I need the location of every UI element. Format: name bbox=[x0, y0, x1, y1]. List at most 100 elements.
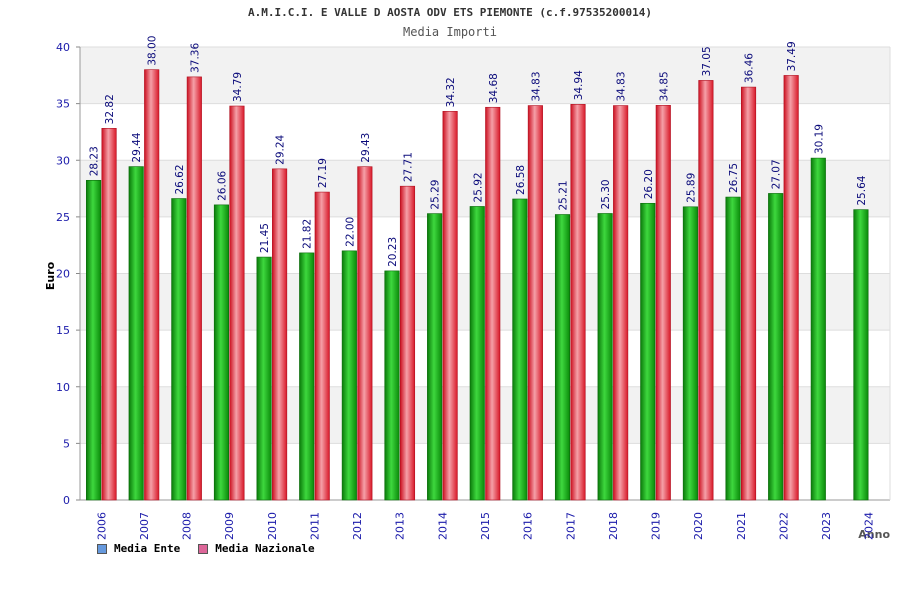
x-tick-label: 2014 bbox=[436, 512, 449, 540]
bar-media-ente bbox=[554, 214, 571, 501]
label-media-ente: 26.62 bbox=[174, 164, 186, 194]
label-media-ente: 26.20 bbox=[643, 169, 655, 199]
bar-media-ente bbox=[427, 213, 443, 501]
x-tick-label: 2016 bbox=[522, 512, 535, 540]
label-media-nazionale: 34.83 bbox=[530, 71, 542, 101]
bar-media-nazionale bbox=[101, 128, 117, 501]
bar-media-ente bbox=[171, 198, 187, 501]
label-media-ente: 30.19 bbox=[813, 124, 825, 154]
legend-swatch-media-ente bbox=[97, 543, 107, 554]
bar-media-nazionale bbox=[783, 75, 799, 501]
label-media-nazionale: 27.19 bbox=[317, 158, 329, 188]
bar-media-ente bbox=[512, 198, 528, 501]
legend-label-media-nazionale: Media Nazionale bbox=[215, 542, 315, 555]
bar-media-ente bbox=[469, 206, 485, 501]
bar-media-ente bbox=[853, 209, 869, 501]
legend: Media Ente Media Nazionale bbox=[97, 542, 315, 555]
label-media-ente: 27.07 bbox=[771, 159, 783, 189]
bar-media-ente bbox=[213, 204, 230, 501]
label-media-nazionale: 36.46 bbox=[744, 53, 756, 83]
x-tick-label: 2018 bbox=[607, 512, 620, 540]
bar-media-ente bbox=[768, 193, 784, 501]
label-media-ente: 25.30 bbox=[600, 179, 612, 209]
label-media-nazionale: 27.71 bbox=[402, 152, 414, 182]
x-tick-label: 2015 bbox=[479, 512, 492, 540]
label-media-ente: 21.82 bbox=[302, 219, 314, 249]
label-media-nazionale: 37.49 bbox=[786, 41, 798, 71]
x-tick-label: 2010 bbox=[266, 512, 279, 540]
x-tick-label: 2023 bbox=[820, 512, 833, 540]
y-tick-label: 35 bbox=[56, 98, 70, 111]
bar-media-nazionale bbox=[144, 69, 160, 501]
label-media-nazionale: 34.32 bbox=[445, 77, 457, 107]
bar-media-nazionale bbox=[485, 106, 501, 501]
bar-media-nazionale bbox=[613, 105, 629, 501]
x-tick-label: 2011 bbox=[308, 512, 321, 540]
bar-media-ente bbox=[299, 252, 315, 501]
x-tick-label: 2008 bbox=[181, 512, 194, 540]
label-media-ente: 26.58 bbox=[515, 165, 527, 195]
bar-media-nazionale bbox=[655, 105, 671, 501]
legend-item-media-nazionale: Media Nazionale bbox=[198, 542, 315, 555]
bar-media-nazionale bbox=[698, 80, 714, 501]
x-tick-label: 2020 bbox=[692, 512, 705, 540]
legend-label-media-ente: Media Ente bbox=[114, 542, 181, 555]
label-media-ente: 26.06 bbox=[216, 170, 228, 200]
legend-item-media-ente: Media Ente bbox=[97, 542, 180, 555]
bar-media-ente bbox=[384, 270, 400, 501]
bar-media-ente bbox=[341, 250, 357, 501]
bar-media-nazionale bbox=[527, 105, 543, 501]
bar-media-nazionale bbox=[186, 76, 202, 501]
bar-media-ente bbox=[810, 157, 826, 501]
bar-media-ente bbox=[128, 166, 144, 501]
label-media-nazionale: 34.79 bbox=[232, 72, 244, 102]
y-tick-label: 40 bbox=[56, 41, 70, 54]
y-tick-label: 0 bbox=[63, 494, 70, 507]
chart-subtitle: Media Importi bbox=[403, 25, 497, 39]
label-media-ente: 21.45 bbox=[259, 223, 271, 253]
bar-media-nazionale bbox=[442, 111, 458, 501]
label-media-ente: 29.44 bbox=[131, 132, 143, 162]
bar-media-nazionale bbox=[399, 185, 416, 501]
bar-media-ente bbox=[86, 179, 102, 501]
bar-media-nazionale bbox=[272, 168, 288, 501]
label-media-nazionale: 34.68 bbox=[488, 73, 500, 103]
y-tick-label: 30 bbox=[56, 154, 70, 167]
label-media-nazionale: 29.24 bbox=[275, 134, 287, 164]
bar-media-ente bbox=[597, 213, 613, 501]
x-tick-label: 2019 bbox=[650, 512, 663, 540]
x-tick-label: 2017 bbox=[564, 512, 577, 540]
bar-media-ente bbox=[640, 202, 656, 501]
label-media-ente: 20.23 bbox=[387, 237, 399, 267]
bar-media-nazionale bbox=[314, 191, 330, 501]
bar-media-nazionale bbox=[570, 104, 586, 501]
bar-media-nazionale bbox=[357, 166, 373, 501]
y-tick-label: 25 bbox=[56, 211, 70, 224]
label-media-nazionale: 34.83 bbox=[616, 71, 628, 101]
label-media-nazionale: 29.43 bbox=[360, 133, 372, 163]
y-tick-label: 15 bbox=[56, 324, 70, 337]
chart-title: A.M.I.C.I. E VALLE D AOSTA ODV ETS PIEMO… bbox=[248, 6, 652, 19]
label-media-ente: 28.23 bbox=[89, 146, 101, 176]
y-tick-label: 20 bbox=[56, 268, 70, 281]
label-media-nazionale: 34.85 bbox=[658, 71, 670, 101]
label-media-ente: 25.89 bbox=[685, 173, 697, 203]
x-tick-label: 2007 bbox=[138, 512, 151, 540]
label-media-ente: 25.29 bbox=[430, 180, 442, 210]
legend-swatch-media-nazionale bbox=[198, 543, 209, 554]
x-tick-label: 2013 bbox=[394, 512, 407, 540]
y-tick-label: 10 bbox=[56, 381, 70, 394]
label-media-ente: 25.64 bbox=[856, 175, 868, 205]
x-tick-label: 2021 bbox=[735, 512, 748, 540]
bar-media-ente bbox=[682, 206, 698, 501]
bar-media-nazionale bbox=[740, 86, 757, 501]
bar-media-ente bbox=[725, 196, 741, 501]
x-tick-label: 2024 bbox=[863, 512, 876, 540]
x-tick-label: 2022 bbox=[777, 512, 790, 540]
x-axis-label: Anno bbox=[858, 528, 890, 541]
label-media-nazionale: 38.00 bbox=[147, 36, 159, 66]
label-media-ente: 26.75 bbox=[728, 163, 740, 193]
bar-media-ente bbox=[256, 256, 272, 501]
label-media-nazionale: 34.94 bbox=[573, 70, 585, 100]
